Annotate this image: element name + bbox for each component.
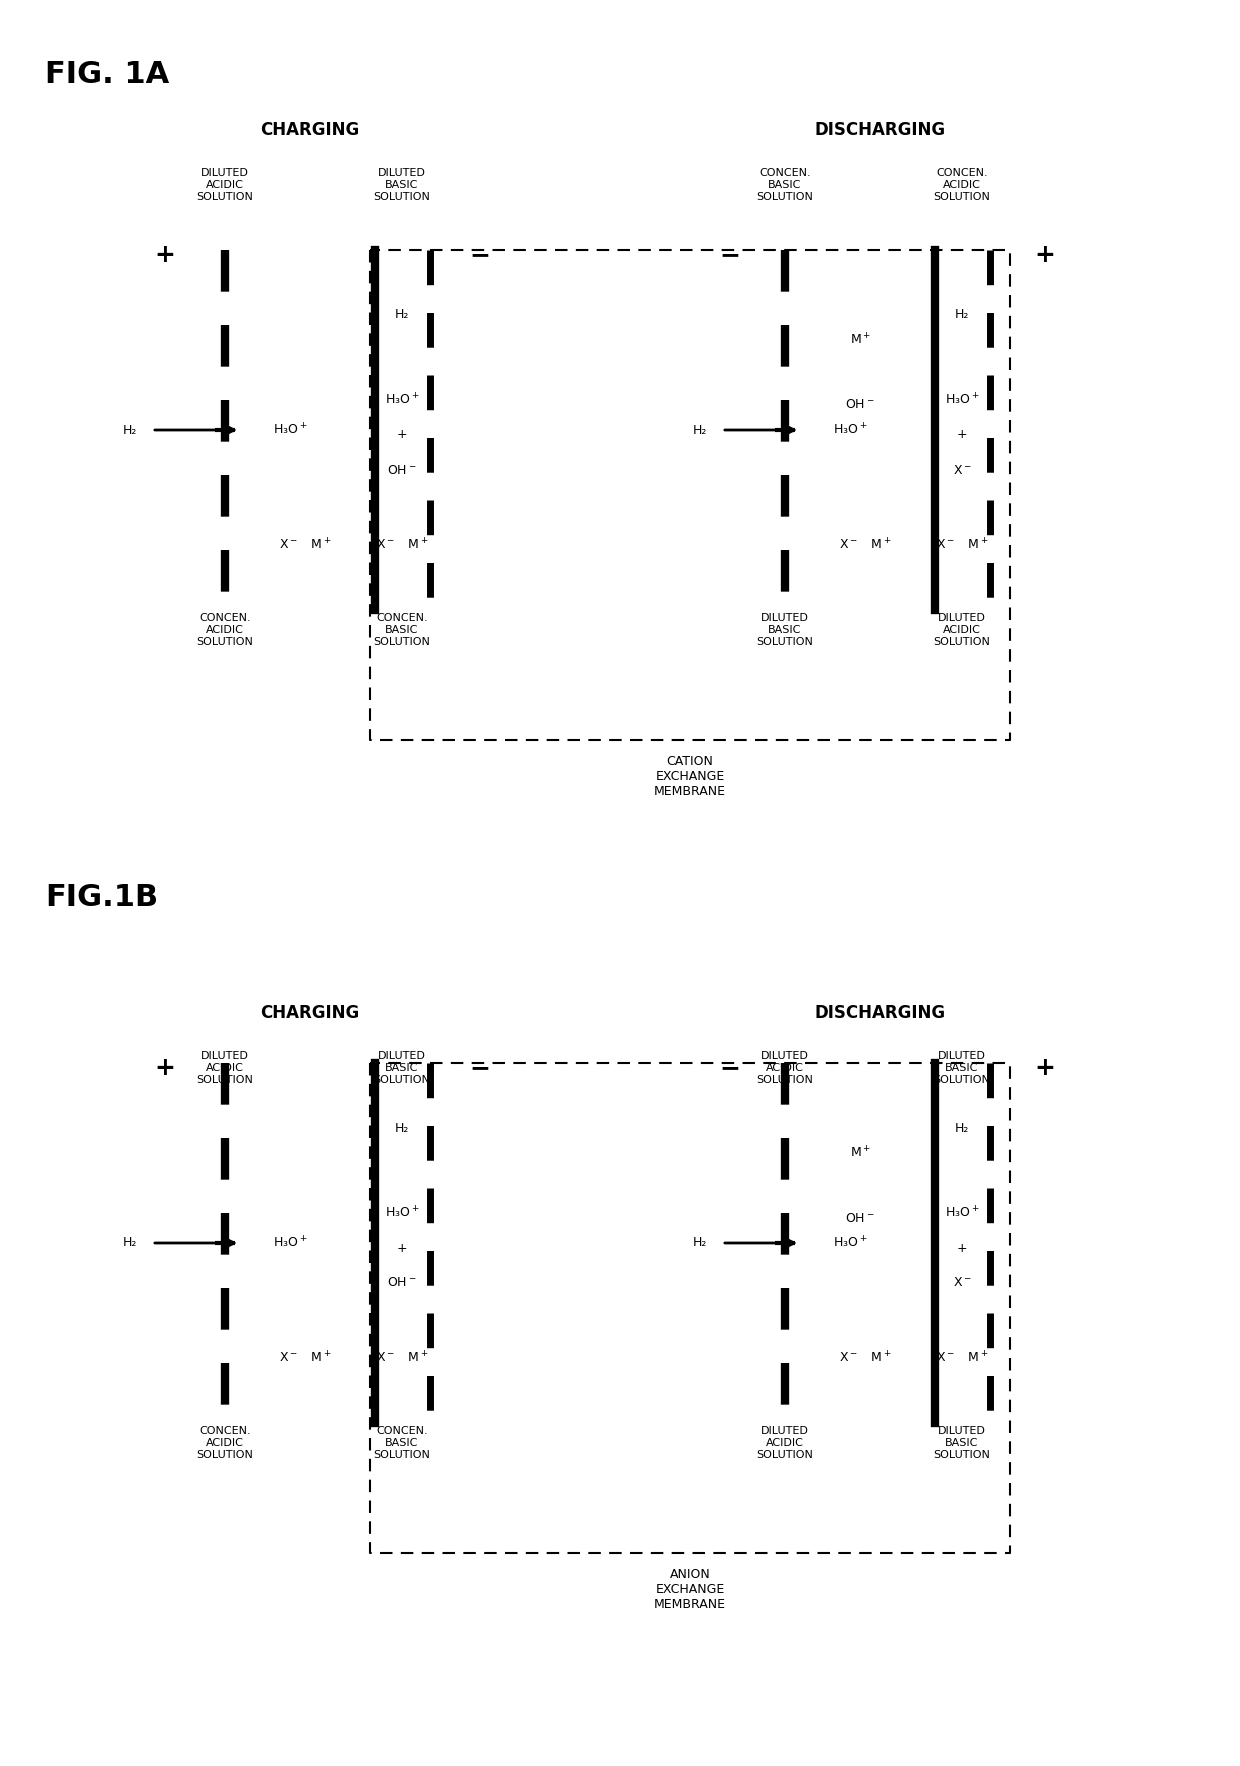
Text: X$^-$   M$^+$: X$^-$ M$^+$ [279,537,331,553]
Text: FIG.1B: FIG.1B [45,883,159,911]
Text: CONCEN.
ACIDIC
SOLUTION: CONCEN. ACIDIC SOLUTION [934,168,991,201]
Text: −: − [719,1056,740,1081]
Text: ANION
EXCHANGE
MEMBRANE: ANION EXCHANGE MEMBRANE [653,1568,725,1611]
Text: CATION
EXCHANGE
MEMBRANE: CATION EXCHANGE MEMBRANE [653,756,725,798]
Text: +: + [397,1241,407,1254]
Text: H₂: H₂ [123,424,138,436]
Text: H₃O$^+$: H₃O$^+$ [833,422,867,438]
Text: H₃O$^+$: H₃O$^+$ [273,422,308,438]
Text: DISCHARGING: DISCHARGING [815,1005,946,1023]
Text: H₂: H₂ [955,309,970,321]
Text: −: − [470,244,491,267]
Text: +: + [1034,244,1055,267]
Text: CONCEN.
BASIC
SOLUTION: CONCEN. BASIC SOLUTION [373,613,430,646]
Text: H₂: H₂ [955,1121,970,1134]
Text: H₃O$^+$: H₃O$^+$ [833,1236,867,1250]
Text: X$^-$   M$^+$: X$^-$ M$^+$ [838,537,892,553]
Text: X$^-$   M$^+$: X$^-$ M$^+$ [376,1351,428,1365]
Text: FIG. 1A: FIG. 1A [45,60,169,88]
Text: DILUTED
BASIC
SOLUTION: DILUTED BASIC SOLUTION [934,1427,991,1460]
Text: CONCEN.
BASIC
SOLUTION: CONCEN. BASIC SOLUTION [756,168,813,201]
Text: DILUTED
ACIDIC
SOLUTION: DILUTED ACIDIC SOLUTION [756,1051,813,1084]
Text: H₂: H₂ [693,424,707,436]
Text: X$^-$   M$^+$: X$^-$ M$^+$ [838,1351,892,1365]
Text: OH$^-$: OH$^-$ [846,1211,874,1224]
Text: DILUTED
ACIDIC
SOLUTION: DILUTED ACIDIC SOLUTION [756,1427,813,1460]
Text: DISCHARGING: DISCHARGING [815,122,946,140]
Text: H₃O$^+$: H₃O$^+$ [273,1236,308,1250]
Text: M$^+$: M$^+$ [849,332,870,348]
Text: CHARGING: CHARGING [260,122,360,140]
Text: DILUTED
BASIC
SOLUTION: DILUTED BASIC SOLUTION [756,613,813,646]
Text: OH$^-$: OH$^-$ [387,1277,417,1289]
Text: −: − [719,244,740,267]
Text: X$^-$   M$^+$: X$^-$ M$^+$ [936,537,988,553]
Text: H₃O$^+$: H₃O$^+$ [384,392,419,408]
Text: DILUTED
ACIDIC
SOLUTION: DILUTED ACIDIC SOLUTION [197,168,253,201]
Text: X$^-$: X$^-$ [952,463,971,477]
Text: H₂: H₂ [394,309,409,321]
Text: DILUTED
BASIC
SOLUTION: DILUTED BASIC SOLUTION [373,1051,430,1084]
Text: +: + [155,1056,175,1081]
Text: CONCEN.
ACIDIC
SOLUTION: CONCEN. ACIDIC SOLUTION [197,613,253,646]
Text: H₂: H₂ [693,1236,707,1250]
Text: −: − [470,1056,491,1081]
Text: CHARGING: CHARGING [260,1005,360,1023]
Text: DILUTED
BASIC
SOLUTION: DILUTED BASIC SOLUTION [373,168,430,201]
Text: OH$^-$: OH$^-$ [846,399,874,411]
Text: X$^-$: X$^-$ [952,1277,971,1289]
Text: +: + [957,1241,967,1254]
Text: DILUTED
ACIDIC
SOLUTION: DILUTED ACIDIC SOLUTION [934,613,991,646]
Text: H₃O$^+$: H₃O$^+$ [384,1206,419,1220]
Text: H₃O$^+$: H₃O$^+$ [945,392,980,408]
Text: OH$^-$: OH$^-$ [387,463,417,477]
Text: H₂: H₂ [394,1121,409,1134]
Text: CONCEN.
BASIC
SOLUTION: CONCEN. BASIC SOLUTION [373,1427,430,1460]
Text: DILUTED
ACIDIC
SOLUTION: DILUTED ACIDIC SOLUTION [197,1051,253,1084]
Text: +: + [1034,1056,1055,1081]
Text: +: + [397,429,407,442]
Text: +: + [957,429,967,442]
Text: X$^-$   M$^+$: X$^-$ M$^+$ [279,1351,331,1365]
Text: DILUTED
BASIC
SOLUTION: DILUTED BASIC SOLUTION [934,1051,991,1084]
Text: H₂: H₂ [123,1236,138,1250]
Text: X$^-$   M$^+$: X$^-$ M$^+$ [376,537,428,553]
Text: X$^-$   M$^+$: X$^-$ M$^+$ [936,1351,988,1365]
Text: H₃O$^+$: H₃O$^+$ [945,1206,980,1220]
Text: +: + [155,244,175,267]
Text: M$^+$: M$^+$ [849,1146,870,1160]
Text: CONCEN.
ACIDIC
SOLUTION: CONCEN. ACIDIC SOLUTION [197,1427,253,1460]
